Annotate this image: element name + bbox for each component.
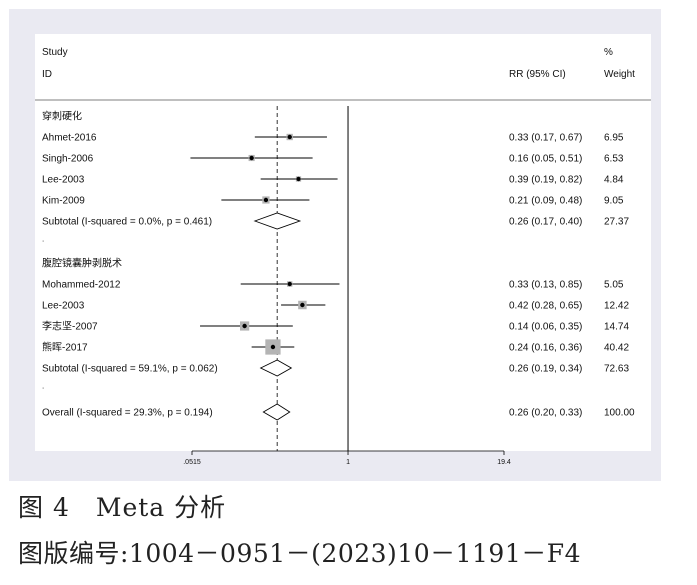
plot-area	[35, 34, 651, 451]
study-2-4-label: 熊晖-2017	[42, 341, 88, 354]
header-rr: RR (95% CI)	[509, 69, 566, 80]
spacer-dot: .	[42, 382, 44, 391]
study-1-4-rr: 0.21 (0.09, 0.48)	[509, 196, 582, 207]
header-weight: Weight	[604, 69, 635, 80]
study-1-2-rr: 0.16 (0.05, 0.51)	[509, 154, 582, 165]
study-2-2-label: Lee-2003	[42, 301, 85, 312]
subtotal-2-rr: 0.26 (0.19, 0.34)	[509, 364, 582, 375]
study-2-4-rr: 0.24 (0.16, 0.36)	[509, 343, 582, 354]
study-2-1-weight: 5.05	[604, 280, 624, 291]
overall-label: Overall (I-squared = 29.3%, p = 0.194)	[42, 408, 213, 419]
study-1-2-weight: 6.53	[604, 154, 624, 165]
study-2-3-weight: 14.74	[604, 322, 629, 333]
study-1-4-point	[263, 197, 269, 203]
study-2-2-weight: 12.42	[604, 301, 629, 312]
subtotal-2-label: Subtotal (I-squared = 59.1%, p = 0.062)	[42, 364, 218, 375]
study-2-2-rr: 0.42 (0.28, 0.65)	[509, 301, 582, 312]
study-1-1-point	[287, 134, 292, 140]
study-1-1-weight: 6.95	[604, 133, 624, 144]
study-1-3-rr: 0.39 (0.19, 0.82)	[509, 175, 582, 186]
forest-plot: Study ID RR (95% CI)% Weight 穿刺硬化 Ahmet-2016 0…	[35, 34, 651, 466]
study-2-3-rr: 0.14 (0.06, 0.35)	[509, 322, 582, 333]
subtotal-1-label: Subtotal (I-squared = 0.0%, p = 0.461)	[42, 217, 212, 228]
study-1-2-point	[249, 155, 254, 161]
study-1-2-label: Singh-2006	[42, 154, 94, 165]
study-2-4-point	[270, 344, 276, 350]
study-2-4-weight: 40.42	[604, 343, 629, 354]
study-1-4-weight: 9.05	[604, 196, 624, 207]
study-1-4-label: Kim-2009	[42, 196, 85, 207]
x-tick-label-3: 19.4	[497, 459, 511, 466]
study-1-1-label: Ahmet-2016	[42, 133, 97, 144]
figure-caption: 图 4 Meta 分析	[18, 493, 227, 522]
header-percent: %	[604, 47, 613, 58]
study-2-3-point	[242, 323, 247, 329]
subtotal-2-diamond	[259, 359, 293, 377]
study-1-1-rr: 0.33 (0.17, 0.67)	[509, 133, 582, 144]
subtotal-1-rr: 0.26 (0.17, 0.40)	[509, 217, 582, 228]
group-label-2: 腹腔镜囊肿剥脱术	[42, 257, 122, 270]
subtotal-1-diamond	[253, 212, 302, 230]
figure-code: 图版编号:1004－0951－(2023)10－1191－F4	[18, 539, 581, 568]
study-2-3-label: 李志坚-2007	[42, 320, 98, 333]
study-2-2-point	[300, 302, 305, 308]
study-1-3-point	[296, 176, 301, 182]
figure-frame: Study ID RR (95% CI)% Weight 穿刺硬化 Ahmet-2016 0…	[9, 9, 661, 481]
study-2-1-rr: 0.33 (0.13, 0.85)	[509, 280, 582, 291]
study-1-3-label: Lee-2003	[42, 175, 85, 186]
header-id: ID	[42, 69, 52, 80]
overall-rr: 0.26 (0.20, 0.33)	[509, 408, 582, 419]
x-tick-label-1: .0515	[183, 459, 201, 466]
subtotal-2-weight: 72.63	[604, 364, 629, 375]
overall-weight: 100.00	[604, 408, 635, 419]
header-study: Study	[42, 47, 68, 58]
x-tick-label-2: 1	[346, 459, 350, 466]
study-2-1-point	[287, 281, 292, 287]
overall-diamond	[262, 403, 291, 421]
group-label-1: 穿刺硬化	[42, 110, 82, 123]
study-1-3-weight: 4.84	[604, 175, 624, 186]
subtotal-1-weight: 27.37	[604, 217, 629, 228]
spacer-dot: .	[42, 235, 44, 244]
study-2-1-label: Mohammed-2012	[42, 280, 121, 291]
